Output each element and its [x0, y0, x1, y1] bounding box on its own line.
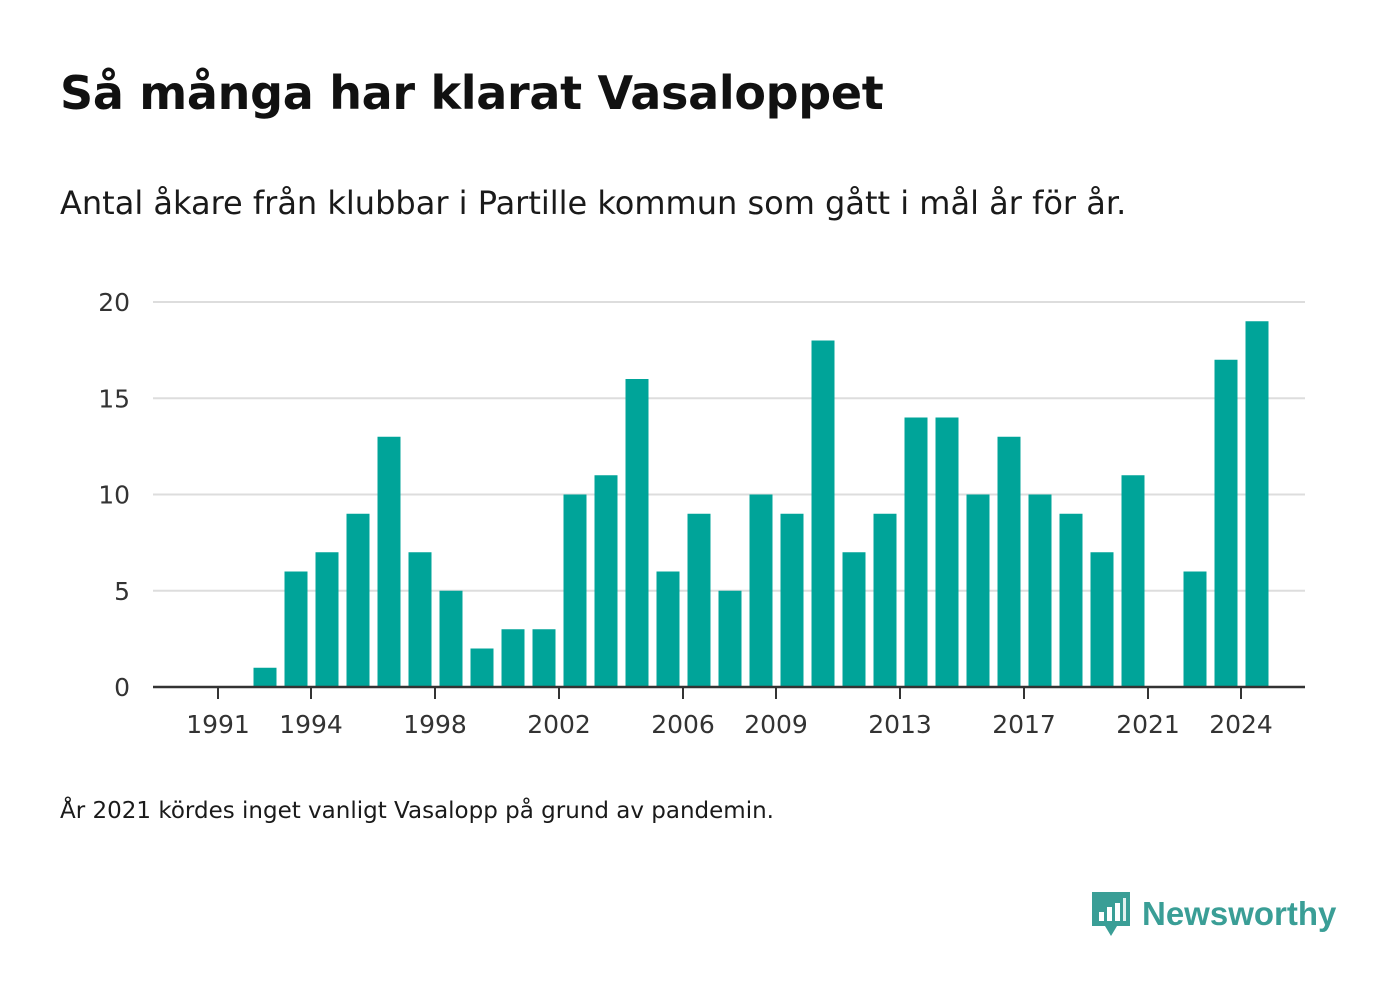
brand-name: Newsworthy — [1142, 895, 1337, 932]
x-tick-label: 2013 — [868, 710, 932, 739]
bar-2015 — [966, 494, 990, 687]
chart-title: Så många har klarat Vasaloppet — [60, 66, 884, 120]
bar-2014 — [935, 417, 959, 687]
bar-2016 — [997, 436, 1021, 687]
bar-2013 — [904, 417, 928, 687]
bar-2008 — [749, 494, 773, 687]
bar-1996 — [377, 436, 401, 687]
bar-2000 — [501, 629, 525, 687]
x-tick-label: 2021 — [1116, 710, 1180, 739]
x-tick-label: 1991 — [186, 710, 250, 739]
bar-1997 — [408, 552, 432, 687]
bar-1993 — [284, 571, 308, 687]
bar-chart: 0 5 10 15 20 1991 1994 1998 2002 2006 2009 2013 2017… — [98, 288, 1305, 739]
tick-labels: 0 5 10 15 20 1991 1994 1998 2002 2006 2009 2013 2017… — [98, 288, 1273, 739]
bar-1999 — [470, 648, 494, 687]
bar-2012 — [873, 513, 897, 687]
bar-2001 — [532, 629, 556, 687]
bar-2004 — [625, 379, 649, 687]
bar-2005 — [656, 571, 680, 687]
bar-1992 — [253, 667, 277, 687]
bar-2023 — [1214, 359, 1238, 687]
x-tick-label: 1994 — [279, 710, 343, 739]
y-tick-label: 0 — [114, 673, 130, 702]
bar-2020 — [1121, 475, 1145, 687]
brand-logo: Newsworthy — [1090, 890, 1336, 938]
x-tick-label: 2009 — [744, 710, 808, 739]
newsworthy-logo-icon — [1092, 892, 1130, 936]
x-tick-label: 2017 — [992, 710, 1056, 739]
x-tick-label: 1998 — [403, 710, 467, 739]
chart-subtitle: Antal åkare från klubbar i Partille komm… — [60, 184, 1127, 222]
bar-2017 — [1028, 494, 1052, 687]
bar-2007 — [718, 590, 742, 687]
x-tick-label: 2002 — [527, 710, 591, 739]
y-tick-label: 5 — [114, 577, 130, 606]
bar-1995 — [346, 513, 370, 687]
bar-2019 — [1090, 552, 1114, 687]
y-tick-label: 15 — [98, 384, 130, 413]
x-tick-label: 2024 — [1209, 710, 1273, 739]
bar-2022 — [1183, 571, 1207, 687]
bar-1998 — [439, 590, 463, 687]
y-tick-label: 20 — [98, 288, 130, 317]
axes — [153, 685, 1305, 699]
bar-2010 — [811, 340, 835, 687]
bar-2009 — [780, 513, 804, 687]
bar-2024 — [1245, 321, 1269, 687]
bar-2018 — [1059, 513, 1083, 687]
bar-2011 — [842, 552, 866, 687]
x-tick-label: 2006 — [651, 710, 715, 739]
bar-2002 — [563, 494, 587, 687]
y-tick-label: 10 — [98, 481, 130, 510]
bar-2006 — [687, 513, 711, 687]
bar-2003 — [594, 475, 618, 687]
bars — [253, 321, 1269, 687]
bar-1994 — [315, 552, 339, 687]
footnote: År 2021 kördes inget vanligt Vasalopp på… — [60, 798, 774, 824]
